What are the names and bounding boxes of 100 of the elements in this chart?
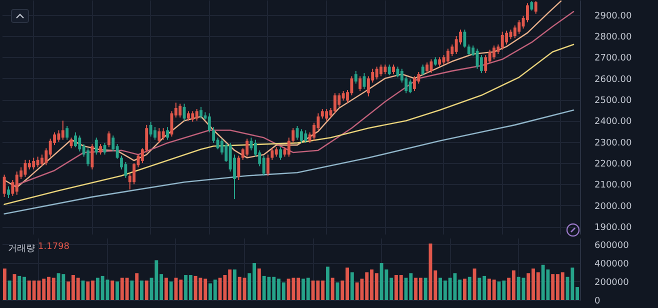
- candlestick: [262, 155, 266, 176]
- bar: [424, 278, 428, 300]
- candlestick: [246, 138, 249, 158]
- annotation: 거래량: [8, 243, 35, 255]
- candlestick: [354, 70, 358, 84]
- candlestick: [74, 132, 77, 148]
- y-tick-label: 2200.00: [594, 160, 632, 170]
- candlestick: [421, 64, 424, 76]
- y-tick-label: 400000: [594, 259, 630, 270]
- candlestick: [94, 137, 98, 156]
- y-tick-label: 2300.00: [594, 138, 632, 148]
- y-tick-label: 600000: [594, 240, 630, 251]
- bar: [257, 268, 261, 300]
- candlestick: [99, 144, 102, 156]
- candlestick: [426, 62, 428, 74]
- bar: [2, 268, 6, 300]
- line-series: [4, 44, 574, 206]
- bar: [330, 278, 334, 300]
- candlestick: [195, 108, 198, 122]
- candlestick: [86, 148, 90, 167]
- candlestick: [300, 128, 303, 144]
- y-tick-label: 2700.00: [594, 54, 632, 64]
- candlestick: [454, 36, 458, 54]
- candlestick: [2, 174, 6, 198]
- candlestick: [208, 112, 211, 133]
- y-tick-label: 2500.00: [594, 96, 632, 106]
- candlestick: [338, 92, 341, 108]
- candlestick: [287, 137, 290, 158]
- y-tick-label: 2400.00: [594, 117, 632, 128]
- candlestick: [149, 121, 152, 138]
- candlestick: [292, 128, 295, 144]
- candlestick: [200, 106, 202, 120]
- candlestick: [279, 146, 282, 160]
- candlestick: [513, 24, 516, 39]
- y-tick-label: 2900.00: [594, 11, 632, 22]
- annotation: 1.1798: [38, 242, 70, 252]
- candlestick: [40, 154, 44, 167]
- candlestick: [534, 0, 538, 14]
- y-tick-label: 2100.00: [594, 180, 632, 191]
- bar: [463, 278, 466, 300]
- bar: [350, 272, 354, 300]
- y-tick-label: 2600.00: [594, 74, 632, 85]
- candlestick: [274, 146, 278, 158]
- candlestick: [237, 155, 240, 180]
- candlestick: [304, 130, 308, 144]
- candlestick: [380, 64, 382, 77]
- bar: [144, 280, 148, 300]
- candlestick: [90, 144, 94, 170]
- candlestick: [57, 130, 60, 142]
- candlestick: [366, 76, 370, 97]
- candlestick: [505, 30, 508, 45]
- bar: [116, 281, 119, 300]
- bar: [140, 280, 144, 300]
- candlestick: [266, 154, 270, 176]
- candlestick: [178, 103, 182, 118]
- candlestick: [325, 108, 328, 122]
- candlestick: [186, 110, 190, 122]
- y-tick-label: 2000.00: [594, 202, 632, 212]
- candlestick: [61, 120, 64, 140]
- candlestick: [124, 162, 128, 178]
- candlestick: [166, 126, 169, 140]
- candlestick: [107, 130, 110, 148]
- candlestick: [500, 31, 504, 50]
- bar: [169, 281, 173, 300]
- candlestick: [518, 20, 521, 34]
- candlestick: [430, 58, 433, 74]
- candlestick: [480, 54, 483, 74]
- candlestick: [320, 108, 324, 120]
- bar: [164, 278, 168, 300]
- candlestick: [158, 128, 161, 144]
- candlestick: [191, 110, 194, 122]
- bar: [8, 280, 12, 300]
- y-tick-label: 2800.00: [594, 32, 632, 42]
- candlestick: [463, 29, 466, 48]
- candlestick: [66, 126, 69, 140]
- candlestick: [530, 0, 534, 12]
- candlestick: [375, 66, 378, 80]
- candlestick: [388, 64, 391, 76]
- bar: [326, 266, 330, 300]
- candlestick: [7, 186, 10, 198]
- candlestick: [467, 44, 470, 56]
- candlestick: [162, 128, 165, 140]
- bar: [110, 280, 114, 300]
- candlestick: [484, 54, 488, 74]
- bar: [233, 269, 236, 300]
- line-series: [4, 109, 574, 215]
- bar: [130, 280, 134, 300]
- candlestick: [446, 48, 450, 64]
- candlestick: [78, 135, 82, 152]
- y-tick-label: 1900.00: [594, 223, 632, 234]
- y-tick-label: 0: [594, 296, 600, 306]
- candlestick: [342, 90, 345, 102]
- candlestick: [492, 45, 496, 60]
- candlestick: [413, 76, 416, 92]
- candlestick: [526, 2, 529, 23]
- candlestick: [438, 56, 442, 68]
- candlestick: [154, 126, 156, 140]
- bar: [135, 273, 139, 300]
- candlestick: [32, 157, 36, 170]
- y-tick-label: 200000: [594, 278, 630, 288]
